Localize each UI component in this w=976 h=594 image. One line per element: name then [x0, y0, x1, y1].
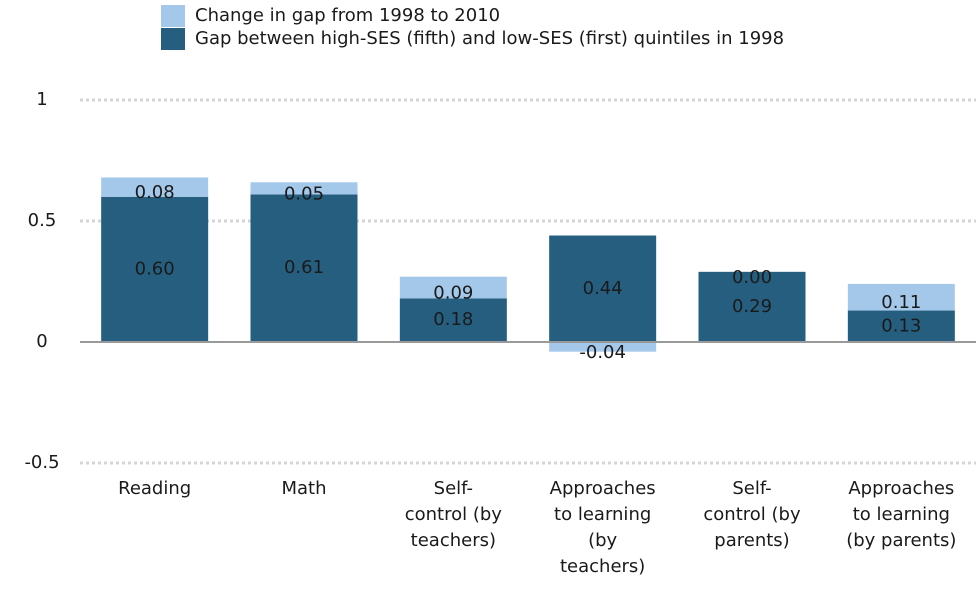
y-tick-label: -0.5: [24, 452, 59, 473]
data-label: 0.08: [135, 182, 175, 203]
x-tick-label: Approaches to learning (by parents): [846, 478, 956, 551]
data-label: 0.00: [732, 267, 772, 288]
legend-swatch: [161, 28, 185, 50]
x-tick-label: Math: [281, 478, 326, 499]
legend-swatch: [161, 5, 185, 27]
y-tick-label: 0: [36, 331, 47, 352]
bar: [847, 310, 955, 342]
data-label: 0.44: [583, 278, 623, 299]
x-tick-label: Self-control (by parents): [703, 478, 801, 551]
bar: [250, 182, 358, 195]
y-tick-label: 0.5: [28, 210, 57, 231]
data-label: 0.61: [284, 257, 324, 278]
data-label: 0.09: [433, 283, 473, 304]
data-label: 0.60: [135, 258, 175, 279]
data-label: 0.11: [881, 292, 921, 313]
x-tick-label: Approaches to learning (by teachers): [550, 478, 656, 577]
bar: [101, 196, 209, 342]
legend-label: Change in gap from 1998 to 2010: [195, 5, 500, 26]
y-tick-label: 1: [36, 89, 47, 110]
bar: [549, 342, 657, 352]
x-tick-label: Reading: [118, 478, 191, 499]
data-label: 0.13: [881, 315, 921, 336]
bar: [250, 194, 358, 342]
bar: [698, 271, 806, 342]
bar: [399, 276, 507, 299]
x-tick-label: Self-control (by teachers): [405, 478, 503, 551]
data-label: -0.04: [579, 342, 626, 363]
data-label: 0.29: [732, 296, 772, 317]
data-label: 0.05: [284, 183, 324, 204]
bar: [847, 283, 955, 311]
data-label: 0.18: [433, 309, 473, 330]
bar: [101, 177, 209, 197]
legend-label: Gap between high-SES (fifth) and low-SES…: [195, 28, 784, 49]
bar: [399, 298, 507, 342]
bar: [549, 235, 657, 342]
